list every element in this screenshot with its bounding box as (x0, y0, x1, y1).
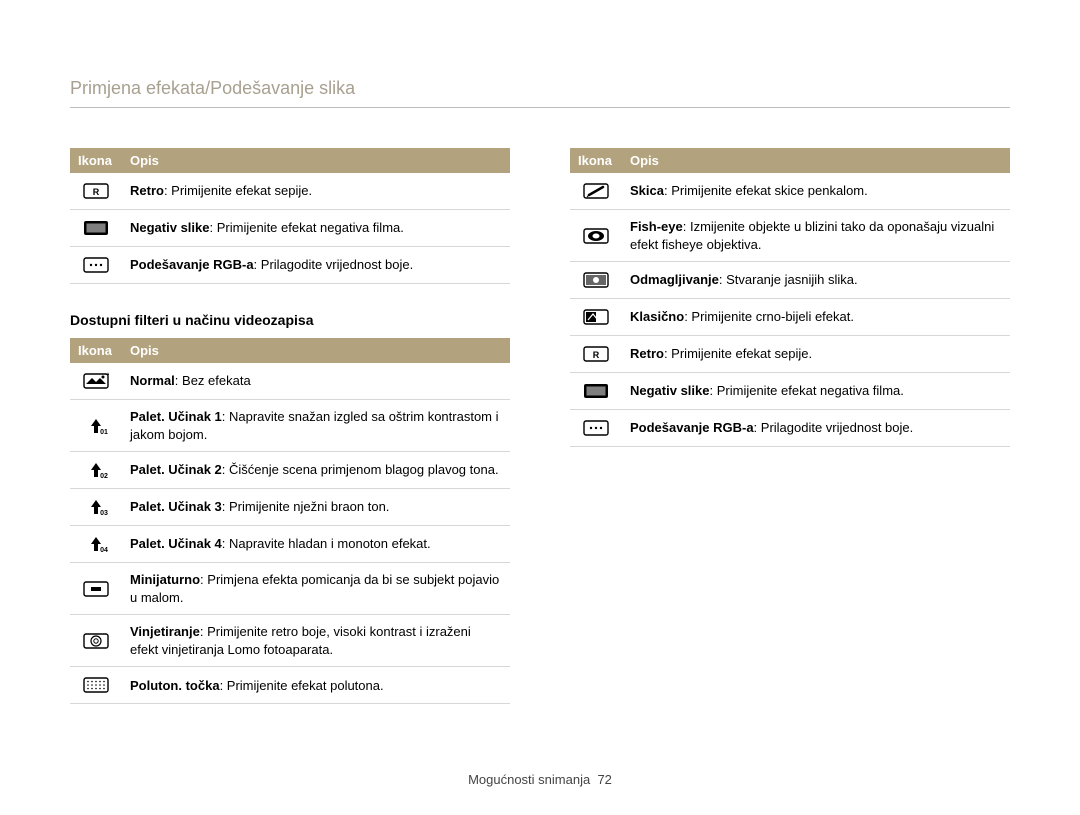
row-description: Podešavanje RGB-a: Prilagodite vrijednos… (622, 410, 1010, 447)
svg-text:+: + (106, 372, 109, 379)
pal4-icon: 04 (70, 526, 122, 563)
row-description: Negativ slike: Primijenite efekat negati… (122, 210, 510, 247)
table-row: Podešavanje RGB-a: Prilagodite vrijednos… (70, 247, 510, 284)
th-desc: Opis (622, 148, 1010, 173)
retro-icon: R (70, 173, 122, 210)
svg-text:R: R (93, 187, 100, 197)
neg-icon (70, 210, 122, 247)
pal2-icon: 02 (70, 452, 122, 489)
table-row: Poluton. točka: Primijenite efekat polut… (70, 667, 510, 704)
th-desc: Opis (122, 148, 510, 173)
sketch-icon (570, 173, 622, 210)
row-description: Retro: Primijenite efekat sepije. (122, 173, 510, 210)
svg-text:02: 02 (100, 473, 108, 480)
row-description: Fish-eye: Izmijenite objekte u blizini t… (622, 210, 1010, 262)
half-icon (70, 667, 122, 704)
table-row: 01 Palet. Učinak 1: Napravite snažan izgl… (70, 400, 510, 452)
row-description: Normal: Bez efekata (122, 363, 510, 400)
pal1-icon: 01 (70, 400, 122, 452)
footer-page: 72 (597, 772, 611, 787)
row-description: Skica: Primijenite efekat skice penkalom… (622, 173, 1010, 210)
table-row: + Normal: Bez efekata (70, 363, 510, 400)
table-row: Skica: Primijenite efekat skice penkalom… (570, 173, 1010, 210)
page-footer: Mogućnosti snimanja 72 (0, 772, 1080, 787)
row-description: Poluton. točka: Primijenite efekat polut… (122, 667, 510, 704)
defog-icon (570, 262, 622, 299)
footer-section: Mogućnosti snimanja (468, 772, 590, 787)
table-row: Minijaturno: Primjena efekta pomicanja d… (70, 563, 510, 615)
row-description: Retro: Primijenite efekat sepije. (622, 336, 1010, 373)
table-row: Odmagljivanje: Stvaranje jasnijih slika. (570, 262, 1010, 299)
table-row: Negativ slike: Primijenite efekat negati… (70, 210, 510, 247)
row-description: Negativ slike: Primijenite efekat negati… (622, 373, 1010, 410)
rgb-icon (570, 410, 622, 447)
row-description: Klasično: Primijenite crno-bijeli efekat… (622, 299, 1010, 336)
row-description: Palet. Učinak 1: Napravite snažan izgled… (122, 400, 510, 452)
table-row: Negativ slike: Primijenite efekat negati… (570, 373, 1010, 410)
table-row: 02 Palet. Učinak 2: Čišćenje scena primje… (70, 452, 510, 489)
effects-table-2: Ikona Opis + Normal: Bez efekata 01 Palet. … (70, 338, 510, 704)
page-title: Primjena efekata/Podešavanje slika (70, 78, 1010, 108)
row-description: Minijaturno: Primjena efekta pomicanja d… (122, 563, 510, 615)
row-description: Vinjetiranje: Primijenite retro boje, vi… (122, 615, 510, 667)
left-column: Ikona Opis R Retro: Primijenite efekat se… (70, 148, 510, 704)
video-filters-heading: Dostupni filteri u načinu videozapisa (70, 312, 510, 328)
th-desc: Opis (122, 338, 510, 363)
svg-text:R: R (593, 350, 600, 360)
retro-icon: R (570, 336, 622, 373)
svg-text:01: 01 (100, 429, 108, 436)
row-description: Palet. Učinak 3: Primijenite nježni brao… (122, 489, 510, 526)
vign-icon (70, 615, 122, 667)
table-row: Fish-eye: Izmijenite objekte u blizini t… (570, 210, 1010, 262)
fish-icon (570, 210, 622, 262)
svg-text:03: 03 (100, 510, 108, 517)
table-row: R Retro: Primijenite efekat sepije. (570, 336, 1010, 373)
table3-body: Skica: Primijenite efekat skice penkalom… (570, 173, 1010, 447)
table1-body: R Retro: Primijenite efekat sepije.Negati… (70, 173, 510, 284)
table2-body: + Normal: Bez efekata 01 Palet. Učinak 1: N… (70, 363, 510, 704)
neg-icon (570, 373, 622, 410)
table-row: Podešavanje RGB-a: Prilagodite vrijednos… (570, 410, 1010, 447)
th-icon: Ikona (70, 148, 122, 173)
mini-icon (70, 563, 122, 615)
classic-icon (570, 299, 622, 336)
table-row: 03 Palet. Učinak 3: Primijenite nježni br… (70, 489, 510, 526)
table-row: Vinjetiranje: Primijenite retro boje, vi… (70, 615, 510, 667)
rgb-icon (70, 247, 122, 284)
effects-table-3: Ikona Opis Skica: Primijenite efekat ski… (570, 148, 1010, 447)
table-row: Klasično: Primijenite crno-bijeli efekat… (570, 299, 1010, 336)
svg-text:04: 04 (100, 547, 108, 554)
th-icon: Ikona (570, 148, 622, 173)
row-description: Palet. Učinak 4: Napravite hladan i mono… (122, 526, 510, 563)
normal-icon: + (70, 363, 122, 400)
effects-table-1: Ikona Opis R Retro: Primijenite efekat se… (70, 148, 510, 284)
row-description: Odmagljivanje: Stvaranje jasnijih slika. (622, 262, 1010, 299)
table-row: 04 Palet. Učinak 4: Napravite hladan i mo… (70, 526, 510, 563)
row-description: Podešavanje RGB-a: Prilagodite vrijednos… (122, 247, 510, 284)
th-icon: Ikona (70, 338, 122, 363)
pal3-icon: 03 (70, 489, 122, 526)
row-description: Palet. Učinak 2: Čišćenje scena primjeno… (122, 452, 510, 489)
right-column: Ikona Opis Skica: Primijenite efekat ski… (570, 148, 1010, 704)
content-columns: Ikona Opis R Retro: Primijenite efekat se… (70, 148, 1010, 704)
table-row: R Retro: Primijenite efekat sepije. (70, 173, 510, 210)
